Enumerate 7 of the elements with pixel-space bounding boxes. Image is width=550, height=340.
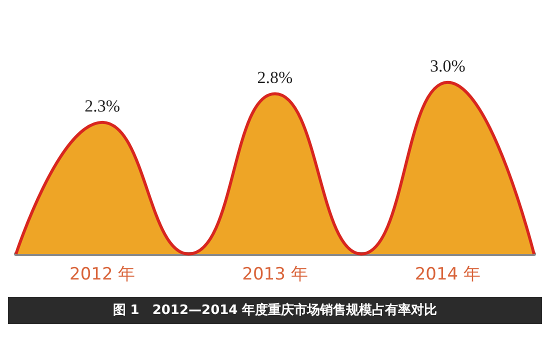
x-tick-label: 2012 年 [69,264,136,284]
x-tick-label: 2014 年 [414,264,481,284]
data-label: 2.8% [257,68,293,87]
data-label: 2.3% [84,96,120,116]
text: 图 1 2012—2014 年度重庆市场销售规模占有率对比 [112,302,438,318]
data-label: 3.0% [430,56,466,76]
x-tick-label: 2013 年 [242,264,308,284]
